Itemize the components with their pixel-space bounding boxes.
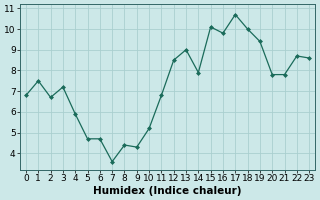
X-axis label: Humidex (Indice chaleur): Humidex (Indice chaleur) (93, 186, 242, 196)
